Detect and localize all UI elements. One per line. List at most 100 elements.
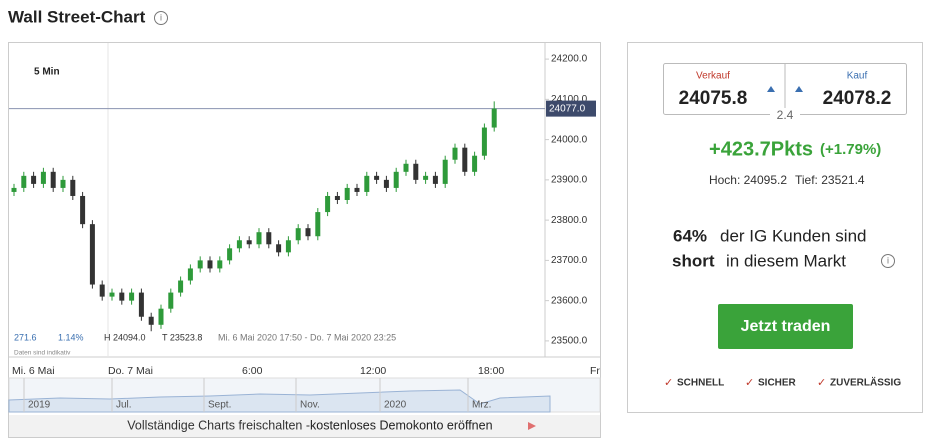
banner-text: Vollständige Charts freischalten -	[127, 418, 310, 432]
candle-body	[11, 187, 17, 192]
sentiment-pct: 64%	[673, 226, 707, 245]
sentiment-info[interactable]	[881, 254, 895, 268]
change: +423.7Pkts	[709, 138, 813, 160]
interval: 5 Min	[34, 67, 60, 78]
candle-body	[50, 171, 56, 188]
navigator-label: 2019	[28, 400, 51, 411]
candle-body	[40, 171, 46, 184]
buy-price[interactable]: 24078.2	[823, 88, 892, 109]
candle-body	[481, 127, 487, 156]
candle-body	[256, 232, 262, 245]
day-high: Hoch: 24095.2	[709, 173, 787, 187]
info-change-pct: 1.14%	[58, 332, 84, 342]
y-tick-label: 23800.0	[551, 215, 588, 226]
candle-body	[119, 292, 125, 301]
sentiment-dir: short	[672, 251, 715, 270]
banner-arrow	[528, 422, 536, 430]
feature: SICHER	[758, 378, 797, 389]
candle-body	[99, 284, 105, 297]
candle-body	[403, 163, 409, 172]
candle-body	[344, 187, 350, 200]
candle-body	[138, 292, 144, 317]
y-tick-label: 24000.0	[551, 134, 588, 145]
info-icon[interactable]	[154, 11, 168, 25]
candle-body	[178, 280, 184, 293]
y-tick-label: 23600.0	[551, 295, 588, 306]
x-tick-label: 18:00	[478, 365, 504, 377]
trade-button-label: Jetzt traden	[741, 318, 831, 335]
candle-body	[491, 108, 497, 128]
candle-body	[70, 179, 76, 196]
candle-body	[315, 212, 321, 237]
sell-arrow	[767, 86, 775, 92]
candle-body	[217, 260, 223, 269]
x-tick-label: Fr	[590, 365, 600, 377]
check: ✓	[745, 377, 754, 389]
candle-body	[462, 147, 468, 172]
candle-body	[354, 187, 360, 192]
candle-body	[80, 195, 86, 225]
info-range: Mi. 6 Mai 2020 17:50 - Do. 7 Mai 2020 23…	[218, 332, 396, 342]
candle-body	[89, 224, 95, 285]
feature: ZUVERLÄSSIG	[830, 376, 901, 389]
candle-body	[364, 175, 370, 192]
sentiment-2: in diesem Markt	[726, 251, 846, 270]
candle-body	[452, 147, 458, 160]
y-tick-label: 24200.0	[551, 54, 588, 65]
x-tick-label: Mi. 6 Mai	[12, 365, 55, 377]
candle-body	[148, 316, 154, 325]
candle-body	[334, 195, 340, 200]
candle-body	[129, 292, 135, 301]
trade-button[interactable]	[718, 304, 853, 349]
sell-label: Verkauf	[696, 71, 730, 82]
buy-label: Kauf	[847, 71, 868, 82]
y-tick-label: 24100.0	[551, 94, 588, 105]
note: Daten sind indikativ	[14, 350, 71, 357]
y-tick-label: 23700.0	[551, 255, 588, 266]
candle-body	[227, 248, 233, 261]
candle-body	[31, 175, 37, 184]
candle-body	[442, 159, 448, 184]
y-tick-label: 23500.0	[551, 336, 588, 347]
change-pct: (+1.79%)	[820, 141, 881, 158]
sell-price[interactable]: 24075.8	[679, 88, 748, 109]
current-price-tag	[546, 100, 596, 117]
day-low: Tief: 23521.4	[795, 173, 865, 187]
banner[interactable]	[9, 415, 600, 437]
candle-body	[266, 232, 272, 245]
navigator-label: Mrz.	[472, 400, 491, 411]
candle-body	[393, 171, 399, 188]
buy-arrow	[795, 86, 803, 92]
info-high: H 24094.0	[104, 332, 146, 342]
candle-body	[374, 175, 380, 180]
y-tick-label: 23900.0	[551, 175, 588, 186]
title: Wall Street-Chart	[8, 7, 146, 26]
check: ✓	[664, 377, 673, 389]
candle-body	[168, 292, 174, 309]
candle-body	[325, 195, 331, 213]
info-change: 271.6	[14, 332, 37, 342]
info-icon-i: i	[160, 12, 162, 22]
candle-body	[305, 228, 311, 237]
candle-body	[423, 175, 429, 180]
candle-body	[197, 260, 203, 269]
check: ✓	[817, 377, 826, 389]
x-tick-label: 12:00	[360, 365, 386, 377]
candle-body	[472, 155, 478, 172]
candle-body	[187, 268, 193, 281]
navigator-label: Jul.	[116, 400, 132, 411]
navigator-label: 2020	[384, 400, 407, 411]
candle-body	[207, 260, 213, 269]
spread-bg	[770, 108, 800, 122]
navigator-area	[8, 389, 551, 413]
candle-body	[432, 175, 438, 184]
navigator-label: Sept.	[208, 400, 231, 411]
candle-body	[413, 163, 419, 180]
info-low: T 23523.8	[162, 332, 202, 342]
banner-link[interactable]: kostenloses Demokonto eröffnen	[310, 418, 493, 432]
navigator-label: Nov.	[300, 400, 320, 411]
candle-body	[60, 179, 66, 188]
candle-body	[383, 179, 389, 188]
